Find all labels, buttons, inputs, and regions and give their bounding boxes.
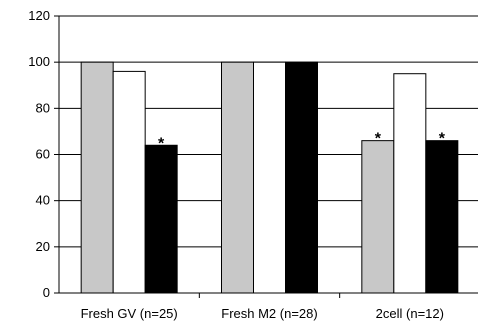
y-tick-label: 60: [36, 147, 50, 162]
x-tick-label: Fresh M2 (n=28): [221, 306, 317, 321]
bar: [253, 61, 286, 294]
y-tick-label: 100: [28, 54, 50, 69]
significance-marker: *: [158, 135, 165, 152]
significance-marker: *: [439, 131, 446, 148]
bar: [144, 144, 178, 294]
bars: [80, 61, 459, 294]
significance-marker: *: [375, 131, 382, 148]
bar: [112, 70, 146, 294]
bar: [393, 73, 427, 294]
labels: 0 20 40 60 80 100 120 * Fresh GV (n=25) Fresh M2 …: [28, 8, 445, 321]
y-tick-label: 40: [36, 193, 50, 208]
bar: [80, 61, 114, 294]
y-tick-label: 0: [43, 285, 50, 300]
y-tick-label: 80: [36, 100, 50, 115]
y-tick-label: 120: [28, 8, 50, 23]
bar: [361, 140, 395, 294]
x-tick-label: 2cell (n=12): [376, 306, 444, 321]
bar: [285, 61, 318, 294]
axes: [54, 15, 478, 298]
y-tick-label: 20: [36, 239, 50, 254]
bar: [425, 140, 459, 294]
x-tick-label: Fresh GV (n=25): [81, 306, 178, 321]
bar: [221, 61, 254, 294]
